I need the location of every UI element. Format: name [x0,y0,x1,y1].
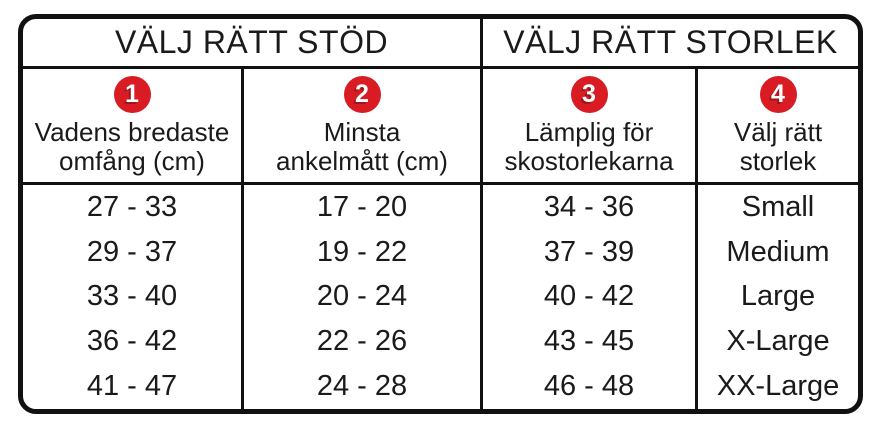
column-title-line1: Vadens bredaste [34,117,230,147]
table-cell: 29 - 37 [86,235,178,268]
column-title: Minsta ankelmått (cm) [244,118,480,176]
column-title-line2: storlek [739,146,817,176]
table-cell: 19 - 22 [316,235,408,268]
table-cell: Small [741,190,815,223]
column-header-ankle-measure: 2 Minsta ankelmått (cm) [244,69,483,182]
table-cell: 46 - 48 [543,370,635,403]
table-cell: 41 - 47 [86,370,178,403]
data-area: 27 - 33 29 - 37 33 - 40 36 - 42 41 - 47 … [23,185,858,409]
data-column-size-names: Small Medium Large X-Large XX-Large [698,185,858,409]
column-title-line1: Minsta [323,117,401,147]
step-3-badge-icon: 3 [570,76,608,113]
table-cell: 17 - 20 [316,190,408,223]
section-header-valj-ratt-stod: VÄLJ RÄTT STÖD [23,19,483,66]
step-1-badge-icon: 1 [113,76,151,113]
data-column-ankle-measure: 17 - 20 19 - 22 20 - 24 22 - 26 24 - 28 [244,185,483,409]
column-header-calf-circumference: 1 Vadens bredaste omfång (cm) [23,69,244,182]
data-column-shoe-sizes: 34 - 36 37 - 39 40 - 42 43 - 45 46 - 48 [483,185,698,409]
table-cell: 37 - 39 [543,235,635,268]
table-cell: 20 - 24 [316,280,408,313]
table-cell: 40 - 42 [543,280,635,313]
column-header-row: 1 Vadens bredaste omfång (cm) 2 Minsta a… [23,69,858,185]
step-4-badge-icon: 4 [759,76,797,113]
step-2-badge-icon: 2 [343,76,381,113]
data-column-calf-circumference: 27 - 33 29 - 37 33 - 40 36 - 42 41 - 47 [23,185,244,409]
table-cell: 22 - 26 [316,325,408,358]
column-title: Välj rätt storlek [698,118,858,176]
table-cell: 24 - 28 [316,370,408,403]
table-cell: X-Large [726,325,830,358]
table-cell: 43 - 45 [543,325,635,358]
table-cell: 34 - 36 [543,190,635,223]
column-title: Vadens bredaste omfång (cm) [23,118,241,176]
section-header-valj-ratt-storlek: VÄLJ RÄTT STORLEK [503,24,838,60]
column-title: Lämplig för skostorlekarna [483,118,695,176]
column-title-line2: skostorlekarna [504,146,674,176]
size-chart-table: VÄLJ RÄTT STÖD VÄLJ RÄTT STORLEK 1 Vaden… [18,14,863,414]
table-cell: Large [740,280,816,313]
table-cell: 33 - 40 [86,280,178,313]
table-cell: 36 - 42 [86,325,178,358]
section-header-row: VÄLJ RÄTT STÖD VÄLJ RÄTT STORLEK [23,19,858,69]
column-header-choose-size: 4 Välj rätt storlek [698,69,858,182]
column-title-line1: Lämplig för [524,117,654,147]
column-title-line2: omfång (cm) [59,146,205,176]
table-cell: 27 - 33 [86,190,178,223]
table-cell: Medium [726,235,830,268]
column-title-line2: ankelmått (cm) [276,146,448,176]
column-header-shoe-sizes: 3 Lämplig för skostorlekarna [483,69,698,182]
table-cell: XX-Large [716,370,840,403]
column-title-line1: Välj rätt [733,117,823,147]
